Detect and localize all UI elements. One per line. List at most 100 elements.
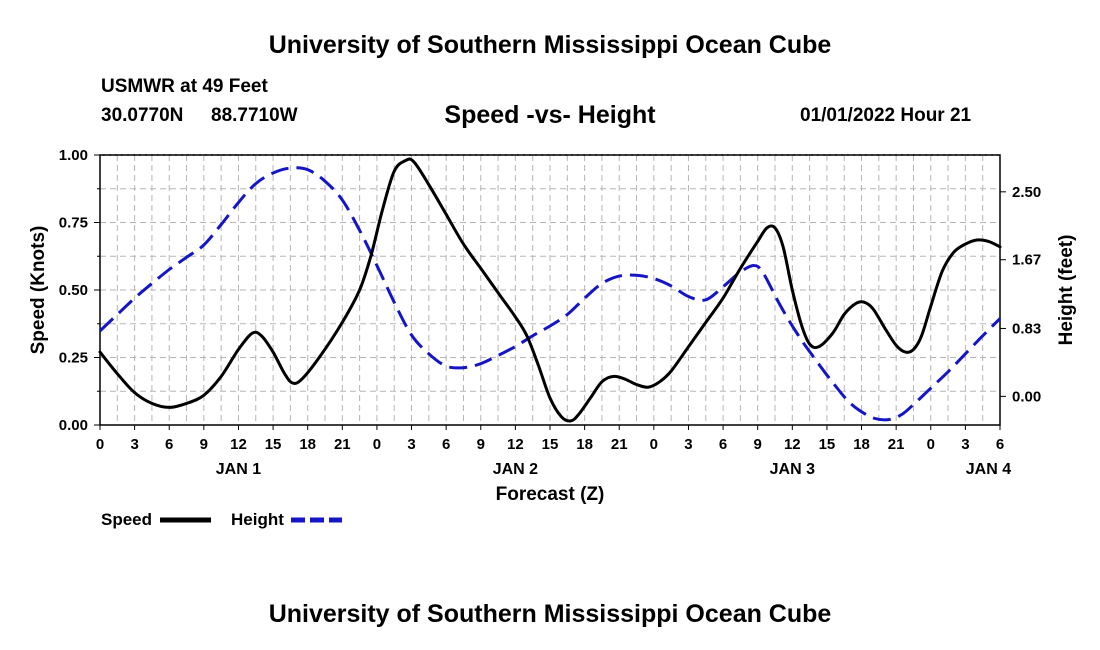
legend: Speed Height bbox=[101, 510, 342, 529]
top-border-dot bbox=[589, 154, 591, 156]
top-border-dot bbox=[343, 154, 345, 156]
top-border-dot bbox=[679, 154, 681, 156]
top-border-dot bbox=[229, 154, 231, 156]
y-tick-label: 0.50 bbox=[59, 282, 88, 299]
top-border-dot bbox=[169, 154, 171, 156]
top-border-dot bbox=[817, 154, 819, 156]
top-border-dot bbox=[361, 154, 363, 156]
top-border-dot bbox=[529, 154, 531, 156]
top-border-dot bbox=[403, 154, 405, 156]
x-tick-label: 18 bbox=[299, 436, 316, 453]
top-border-dot bbox=[889, 154, 891, 156]
x-tick-label: 9 bbox=[477, 436, 485, 453]
x-tick-label: 3 bbox=[684, 436, 692, 453]
top-border-dot bbox=[865, 154, 867, 156]
top-border-dot bbox=[175, 154, 177, 156]
x-tick-label: 12 bbox=[507, 436, 524, 453]
top-border-dot bbox=[325, 154, 327, 156]
page-title: University of Southern Mississippi Ocean… bbox=[268, 31, 832, 59]
top-border-dot bbox=[337, 154, 339, 156]
legend-label-height: Height bbox=[231, 510, 284, 529]
x-tick-labels: 0 3 6 9 12 15 18 21 0 3 6 9 12 15 18 21 0 3 6 9 12 15 18 21 0 3 6 bbox=[96, 436, 1004, 453]
top-border-dot bbox=[421, 154, 423, 156]
top-border-dot bbox=[637, 154, 639, 156]
top-border-dot bbox=[445, 154, 447, 156]
top-border-dot bbox=[271, 154, 273, 156]
top-border-dot bbox=[439, 154, 441, 156]
top-border-dot bbox=[157, 154, 159, 156]
top-border-dot bbox=[907, 154, 909, 156]
top-border-dot bbox=[193, 154, 195, 156]
top-border-dot bbox=[223, 154, 225, 156]
top-border-dot bbox=[793, 154, 795, 156]
top-border-dot bbox=[415, 154, 417, 156]
top-border-dot bbox=[319, 154, 321, 156]
x-tick-label: 6 bbox=[165, 436, 173, 453]
top-border-dot bbox=[391, 154, 393, 156]
top-border-dot bbox=[283, 154, 285, 156]
top-border-dot bbox=[967, 154, 969, 156]
x-tick-label: 15 bbox=[819, 436, 836, 453]
top-border-dot bbox=[187, 154, 189, 156]
top-border-dot bbox=[559, 154, 561, 156]
x-tick-label: 0 bbox=[373, 436, 381, 453]
x-tick-label: 21 bbox=[888, 436, 905, 453]
day-label: JAN 3 bbox=[770, 461, 815, 478]
x-tick-label: 21 bbox=[611, 436, 628, 453]
top-border-dot bbox=[301, 154, 303, 156]
speed-height-chart: 0 3 6 9 12 15 18 21 0 3 6 9 12 15 18 21 0 3 6 9 12 15 18 21 0 3 6 … bbox=[28, 147, 1077, 529]
day-label: JAN 1 bbox=[216, 461, 261, 478]
top-border-dot bbox=[943, 154, 945, 156]
top-border-dot bbox=[733, 154, 735, 156]
y-tick-label: 1.00 bbox=[59, 147, 88, 164]
day-labels: JAN 1 JAN 2 JAN 3 JAN 4 bbox=[216, 461, 1011, 478]
top-border-dot bbox=[985, 154, 987, 156]
station-name: USMWR at 49 Feet bbox=[101, 76, 268, 97]
grid-lines bbox=[100, 155, 1000, 425]
top-border-dot bbox=[691, 154, 693, 156]
top-border-dot bbox=[409, 154, 411, 156]
station-latitude: 30.0770N bbox=[101, 105, 184, 126]
top-border-dot bbox=[397, 154, 399, 156]
top-border-dot bbox=[577, 154, 579, 156]
top-border-dot bbox=[877, 154, 879, 156]
y-axis-label: Speed (Knots) bbox=[28, 226, 49, 355]
top-border-dot bbox=[109, 154, 111, 156]
top-border-dot bbox=[721, 154, 723, 156]
x-tick-label: 12 bbox=[230, 436, 247, 453]
top-border-dot bbox=[751, 154, 753, 156]
y2-tick-label: 0.83 bbox=[1012, 320, 1041, 337]
top-border-dot bbox=[547, 154, 549, 156]
top-border-dot bbox=[631, 154, 633, 156]
top-border-dot bbox=[367, 154, 369, 156]
top-border-dot bbox=[697, 154, 699, 156]
top-border-dot bbox=[709, 154, 711, 156]
top-border-dot bbox=[787, 154, 789, 156]
top-border-dot bbox=[745, 154, 747, 156]
forecast-date: 01/01/2022 Hour 21 bbox=[800, 105, 972, 126]
top-border-dot bbox=[481, 154, 483, 156]
top-border-dot bbox=[349, 154, 351, 156]
top-border-dot bbox=[781, 154, 783, 156]
top-border-dot bbox=[103, 154, 105, 156]
top-border-dot bbox=[727, 154, 729, 156]
top-border-dot bbox=[829, 154, 831, 156]
top-border-dot bbox=[487, 154, 489, 156]
top-border-dot bbox=[355, 154, 357, 156]
top-border-dot bbox=[955, 154, 957, 156]
top-border-dot bbox=[769, 154, 771, 156]
top-border-dot bbox=[277, 154, 279, 156]
x-tick-label: 12 bbox=[784, 436, 801, 453]
top-border-dot bbox=[139, 154, 141, 156]
top-border-dot bbox=[649, 154, 651, 156]
top-border-dot bbox=[151, 154, 153, 156]
top-border-dot bbox=[583, 154, 585, 156]
top-border-dot bbox=[601, 154, 603, 156]
station-longitude: 88.7710W bbox=[211, 105, 298, 126]
top-border-dot bbox=[595, 154, 597, 156]
top-border-dot bbox=[451, 154, 453, 156]
y-tick-label: 0.25 bbox=[59, 350, 88, 367]
top-border-dot bbox=[895, 154, 897, 156]
top-border-dot bbox=[775, 154, 777, 156]
y-tick-labels: 0.00 0.25 0.50 0.75 1.00 bbox=[59, 147, 88, 434]
